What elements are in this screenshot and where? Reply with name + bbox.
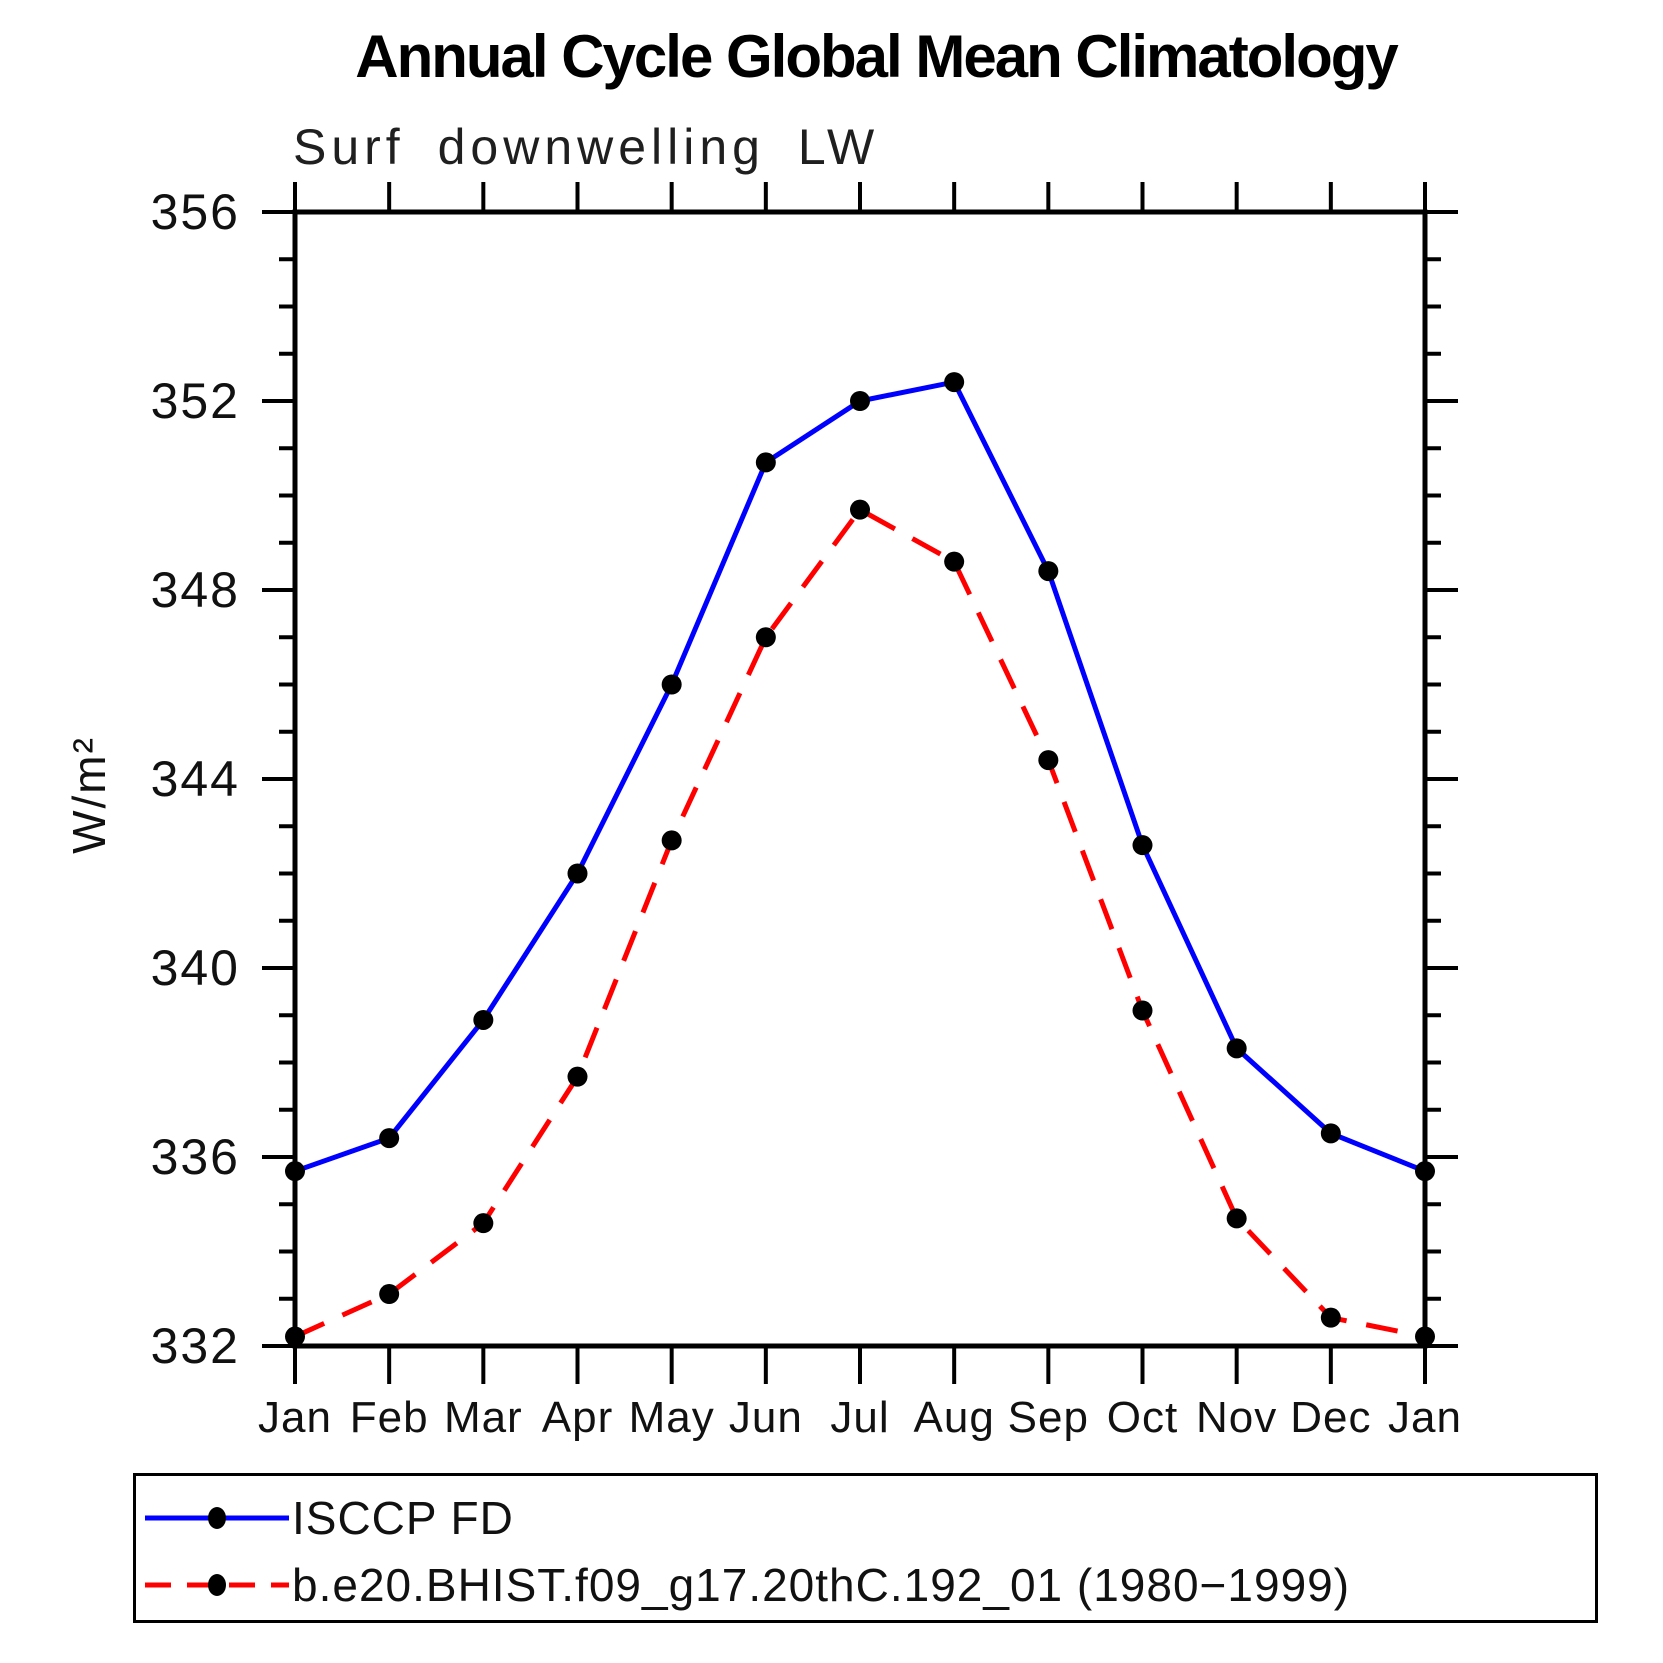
series-0-marker-0 [285,1161,305,1182]
axis-ticks [262,182,1458,1384]
series-1-marker-0 [285,1326,305,1347]
x-tick-label-9-oct: Oct [1107,1393,1178,1442]
chart-subtitle: Surf downwelling LW [293,119,880,175]
legend-row-isccp: ISCCP FD [142,1486,1595,1550]
series-1-marker-12 [1415,1326,1435,1347]
x-tick-label-10-nov: Nov [1196,1393,1277,1442]
y-tick-label-336: 336 [151,1129,240,1185]
series-0-marker-3 [567,863,588,884]
x-tick-label-4-may: May [629,1393,715,1442]
y-tick-label-352: 352 [151,373,240,429]
legend-label-isccp: ISCCP FD [292,1492,514,1544]
series-1-marker-7 [944,551,965,572]
legend-sample-solid-blue-line-icon [145,1507,289,1529]
series-0-marker-6 [850,391,870,411]
series-0-marker-8 [1038,561,1059,582]
x-tick-label-3-apr: Apr [542,1393,613,1442]
legend-label-model: b.e20.BHIST.f09_g17.20thC.192_01 (1980−1… [292,1559,1351,1611]
series-0-marker-10 [1226,1038,1247,1059]
series-0-marker-9 [1132,835,1153,856]
series-0-marker-11 [1320,1123,1341,1144]
series-0-marker-5 [755,452,776,473]
legend: ISCCP FD b.e20.BHIST.f09_g17.20thC.192_0… [133,1473,1598,1623]
x-tick-label-11-dec: Dec [1290,1393,1371,1442]
plot-frame [292,209,1428,1349]
x-tick-label-2-mar: Mar [444,1393,523,1442]
y-tick-label-332: 332 [151,1318,240,1374]
x-tick-label-5-jun: Jun [729,1393,803,1442]
series-0-marker-1 [379,1128,400,1149]
series-1-marker-10 [1226,1208,1247,1229]
y-tick-label-348: 348 [151,562,240,618]
series-1-marker-8 [1038,750,1059,771]
x-tick-label-0-jan: Jan [258,1393,332,1442]
y-tick-label-340: 340 [151,940,240,996]
y-axis-unit-label: W/m² [63,736,115,854]
axis-labels: 332 336 340 344 348 352 356 Jan Feb Mar Apr May Jun J… [151,184,1462,1442]
x-tick-label-7-aug: Aug [914,1393,995,1442]
series-1-marker-9 [1132,1000,1153,1021]
y-tick-label-356: 356 [151,184,240,240]
x-tick-label-8-sep: Sep [1008,1393,1089,1442]
chart-title: Annual Cycle Global Mean Climatology [355,23,1399,90]
series-line-1 [293,506,1426,1340]
x-tick-label-1-feb: Feb [350,1393,429,1442]
series-0-marker-7 [944,372,965,393]
y-tick-label-344: 344 [151,751,240,807]
series-0-marker-2 [473,1009,494,1030]
series-1-marker-11 [1320,1307,1341,1328]
series-1-marker-2 [473,1213,494,1234]
series-1-marker-5 [755,627,776,648]
x-tick-label-6-jul: Jul [830,1393,889,1442]
series-1-marker-6 [850,499,870,520]
series-0-marker-4 [661,674,682,695]
x-tick-label-12-jan: Jan [1388,1393,1462,1442]
data-series [285,372,1435,1347]
legend-row-model: b.e20.BHIST.f09_g17.20thC.192_01 (1980−1… [142,1553,1595,1617]
series-1-marker-3 [567,1066,588,1087]
series-0-marker-12 [1415,1161,1435,1182]
series-1-marker-1 [379,1284,400,1305]
series-1-marker-4 [661,830,682,851]
legend-sample-dashed-red-line-icon [145,1574,289,1596]
